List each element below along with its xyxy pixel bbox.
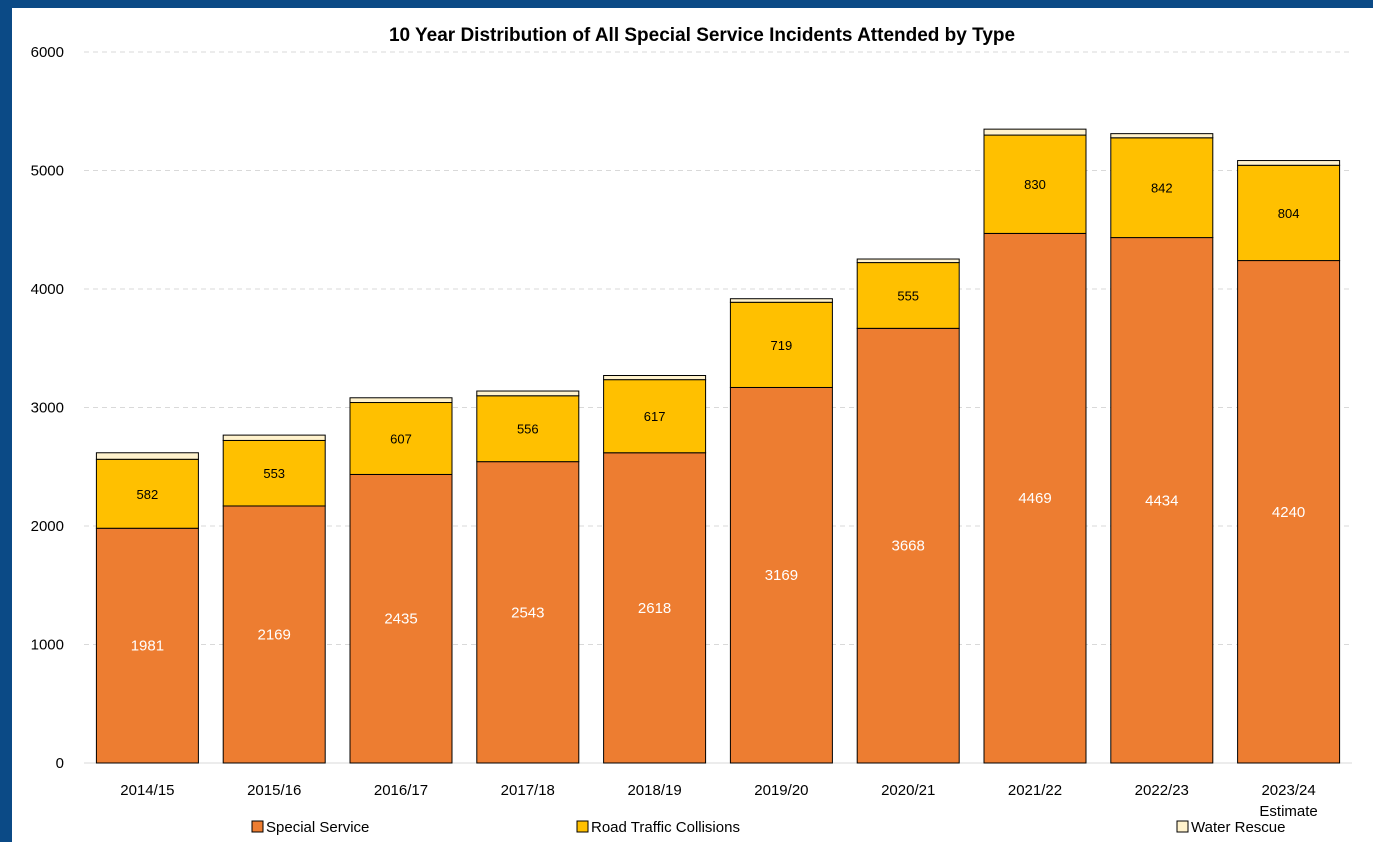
y-tick-label: 3000: [31, 400, 64, 417]
bar-segment: [222, 439, 326, 507]
data-label: 556: [517, 422, 539, 437]
legend-swatch: [251, 820, 264, 833]
data-label: 2435: [384, 611, 417, 628]
legend-label: Water Rescue: [1191, 819, 1285, 836]
bar-segment: [476, 461, 580, 764]
chart-frame: 10 Year Distribution of All Special Serv…: [12, 8, 1373, 842]
data-label: 582: [137, 487, 159, 502]
chart-title: 10 Year Distribution of All Special Serv…: [389, 25, 1015, 46]
bar-segment: [1110, 133, 1214, 139]
bar-segment: [856, 327, 960, 764]
bar-segment: [95, 527, 199, 764]
bar-segment: [222, 505, 326, 764]
bar-segment: [603, 379, 707, 454]
bar-segment: [983, 134, 1087, 234]
data-label: 4469: [1018, 490, 1051, 507]
bar-segment: [349, 397, 453, 404]
bar-segment: [222, 434, 326, 441]
y-tick-label: 6000: [31, 44, 64, 61]
bar-segment: [856, 258, 960, 264]
bar-segment: [1237, 164, 1341, 262]
legend-label: Special Service: [266, 819, 369, 836]
x-tick-label: 2014/15: [120, 782, 174, 799]
y-tick-label: 2000: [31, 518, 64, 535]
data-label: 617: [644, 409, 666, 424]
bar-segment: [349, 402, 453, 475]
legend-swatch: [1176, 820, 1189, 833]
x-tick-label: 2022/23: [1135, 782, 1189, 799]
bar-segment: [729, 386, 833, 764]
bar-segment: [729, 298, 833, 303]
data-label: 2169: [258, 626, 291, 643]
bar-segment: [95, 452, 199, 460]
data-label: 1981: [131, 638, 164, 655]
bar-segment: [603, 452, 707, 764]
legend-label: Road Traffic Collisions: [591, 819, 740, 836]
y-tick-label: 1000: [31, 637, 64, 654]
x-tick-label: 2016/17: [374, 782, 428, 799]
bar-segment: [603, 375, 707, 381]
y-tick-label: 5000: [31, 163, 64, 180]
y-tick-label: 0: [56, 755, 64, 772]
bar-segment: [476, 390, 580, 397]
bar-segment: [856, 262, 960, 329]
bar-segment: [983, 128, 1087, 136]
x-tick-label: 2020/21: [881, 782, 935, 799]
bar-segment: [729, 301, 833, 388]
data-label: 555: [897, 288, 919, 303]
bar-segment: [476, 395, 580, 463]
bar-segment: [1110, 237, 1214, 764]
data-label: 2618: [638, 600, 671, 617]
data-label: 3668: [892, 538, 925, 555]
data-label: 2543: [511, 604, 544, 621]
bar-segment: [1237, 260, 1341, 764]
chart: 10 Year Distribution of All Special Serv…: [31, 25, 1352, 836]
x-tick-label: 2019/20: [754, 782, 808, 799]
data-label: 842: [1151, 181, 1173, 196]
bar-segment: [1110, 137, 1214, 239]
data-label: 4434: [1145, 492, 1178, 509]
bar-segment: [983, 232, 1087, 764]
x-tick-label: 2023/24 Estimate: [1259, 782, 1317, 820]
data-label: 830: [1024, 177, 1046, 192]
data-label: 4240: [1272, 504, 1305, 521]
data-label: 607: [390, 431, 412, 446]
data-label: 553: [263, 466, 285, 481]
data-label: 804: [1278, 206, 1300, 221]
x-tick-label: 2017/18: [501, 782, 555, 799]
y-tick-label: 4000: [31, 281, 64, 298]
bar-segment: [349, 473, 453, 764]
bar-segment: [1237, 160, 1341, 166]
x-tick-label: 2018/19: [627, 782, 681, 799]
bar-segment: [95, 458, 199, 529]
x-tick-label: 2021/22: [1008, 782, 1062, 799]
x-tick-label: 2015/16: [247, 782, 301, 799]
legend-swatch: [576, 820, 589, 833]
data-label: 3169: [765, 567, 798, 584]
data-label: 719: [771, 338, 793, 353]
